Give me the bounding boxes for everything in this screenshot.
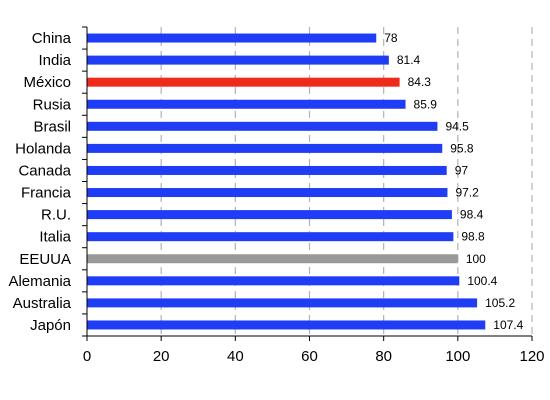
category-label: China <box>32 30 72 47</box>
x-tick-label: 0 <box>83 348 91 365</box>
data-label: 94.5 <box>445 119 469 133</box>
x-tick-label: 20 <box>153 348 170 365</box>
category-label: Brasil <box>33 118 71 135</box>
grid-lines <box>160 27 533 336</box>
data-label: 97 <box>455 163 469 177</box>
bar <box>87 320 486 330</box>
x-tick-label: 120 <box>519 348 544 365</box>
data-label: 105.2 <box>485 296 515 310</box>
data-label: 95.8 <box>450 141 474 155</box>
data-label: 100 <box>466 252 486 266</box>
data-label: 85.9 <box>414 97 438 111</box>
labels: China 78 India 81.4 México 84.3 Rusia 85.9 Brasi… <box>8 30 544 365</box>
data-label: 100.4 <box>467 274 497 288</box>
data-label: 98.4 <box>460 208 484 222</box>
data-label: 107.4 <box>493 318 523 332</box>
bar <box>87 99 406 109</box>
bar <box>87 298 478 308</box>
category-label: Australia <box>13 295 72 312</box>
bars <box>87 33 486 330</box>
category-label: Alemania <box>8 273 71 290</box>
category-label: EEUUA <box>19 251 71 268</box>
category-label: Italia <box>39 229 71 246</box>
category-label: Japón <box>30 317 71 334</box>
category-label: Rusia <box>33 96 72 113</box>
bar <box>87 33 377 43</box>
bar <box>87 210 452 220</box>
bar <box>87 254 458 264</box>
data-label: 78 <box>384 31 398 45</box>
axes <box>82 26 533 341</box>
bar <box>87 165 447 175</box>
data-label: 98.8 <box>461 230 485 244</box>
category-label: India <box>38 52 71 69</box>
category-label: Francia <box>21 185 72 202</box>
data-label: 81.4 <box>397 53 421 67</box>
data-label: 97.2 <box>455 186 479 200</box>
category-label: R.U. <box>41 207 71 224</box>
x-tick-label: 80 <box>375 348 392 365</box>
x-tick-label: 40 <box>227 348 244 365</box>
bar <box>87 121 438 131</box>
category-label: Canada <box>18 162 71 179</box>
bar <box>87 77 400 87</box>
x-tick-label: 100 <box>445 348 470 365</box>
bar <box>87 276 460 286</box>
bar <box>87 188 448 198</box>
data-label: 84.3 <box>408 75 432 89</box>
x-tick-label: 60 <box>301 348 318 365</box>
bar <box>87 143 443 153</box>
bar <box>87 232 454 242</box>
category-label: Holanda <box>15 140 72 157</box>
bar <box>87 55 389 65</box>
category-label: México <box>23 74 71 91</box>
